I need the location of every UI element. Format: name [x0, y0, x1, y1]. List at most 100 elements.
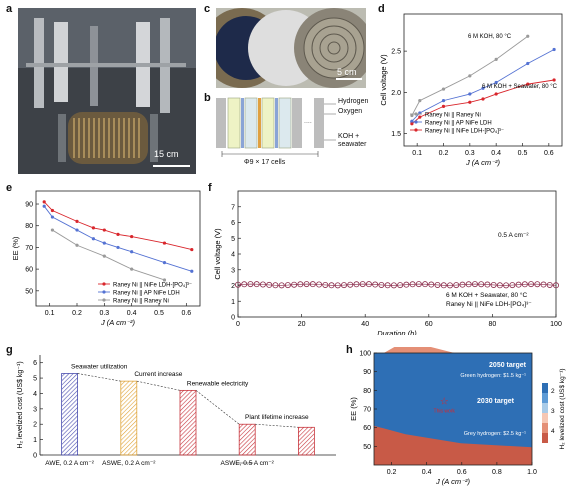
x-tick-label: 0.3: [99, 310, 109, 317]
x-tick-label: 0.4: [422, 469, 432, 476]
y-tick-label: 1: [231, 299, 235, 306]
panel-h-letter: h: [346, 344, 353, 356]
data-point: [526, 82, 530, 86]
data-point: [515, 281, 522, 288]
y-tick-label: 7: [231, 204, 235, 211]
data-point: [468, 100, 472, 104]
data-point: [552, 47, 556, 52]
legend-marker: [414, 128, 418, 132]
stack-schematic: [216, 97, 336, 157]
data-point: [162, 278, 167, 282]
data-point: [428, 281, 435, 288]
x-tick-label: 0.6: [544, 150, 554, 157]
data-point: [116, 245, 120, 250]
cost-bar: [297, 426, 315, 456]
y-tick-label: 4: [231, 252, 235, 259]
data-point: [241, 281, 248, 288]
x-axis-label: J (A cm⁻²): [465, 158, 501, 167]
trend-arrow: [195, 390, 240, 425]
electrolyzer-stack-photo: 15 cm: [18, 8, 196, 174]
colorbar-tick-label: 4: [551, 428, 555, 435]
data-point: [259, 281, 266, 288]
data-point: [478, 281, 485, 288]
colorbar-segment: [542, 413, 548, 423]
scale-label-c: 5 cm: [337, 67, 357, 77]
scale-label-a: 15 cm: [154, 149, 179, 159]
legend-label: Raney Ni || Raney Ni: [425, 112, 481, 118]
data-point: [415, 281, 422, 288]
data-point: [372, 281, 379, 288]
y-tick-label: 0: [231, 315, 235, 322]
data-point: [365, 281, 372, 288]
data-point: [434, 281, 441, 288]
x-tick-label: 0.6: [181, 310, 191, 317]
data-point: [490, 281, 497, 288]
y-tick-label: 2: [231, 283, 235, 290]
data-point: [494, 80, 498, 85]
data-point: [397, 282, 404, 289]
data-point: [75, 219, 79, 223]
y-tick-label: 80: [25, 223, 33, 230]
data-point: [509, 282, 516, 289]
y-tick-label: 2.0: [391, 90, 401, 97]
data-point: [441, 104, 446, 108]
data-point: [102, 254, 106, 258]
data-point: [116, 232, 120, 236]
data-point: [190, 269, 194, 273]
data-point: [190, 247, 194, 252]
data-point: [441, 99, 446, 103]
x-tick-label: 0: [236, 321, 240, 328]
data-point: [334, 282, 341, 289]
y-axis-label: EE (%): [11, 236, 20, 260]
data-point: [42, 204, 46, 208]
legend-marker: [414, 112, 418, 116]
plot-frame: [403, 13, 563, 147]
data-point: [50, 215, 55, 219]
electrode-plates-photo: 5 cm: [216, 8, 366, 88]
legend-label: Raney Ni || NiFe LDH-[PO₄]³⁻: [113, 282, 192, 288]
data-point: [422, 281, 429, 288]
chart-f-durability: 0 20 40 60 80 100 0 1 2 3 4 5 6 7 Duration (h) Cell vol…: [213, 190, 562, 335]
data-point: [465, 281, 472, 288]
x-tick-label: 0.2: [439, 150, 449, 157]
label-hydrogen: Hydrogen: [338, 98, 369, 105]
x-tick-label: 0.5: [154, 310, 164, 317]
data-point: [453, 282, 460, 289]
data-point: [91, 226, 95, 230]
x-tick-label: 0.1: [412, 150, 422, 157]
data-point: [410, 113, 414, 118]
x-axis-label: J (A cm⁻²): [435, 477, 471, 486]
data-point: [546, 281, 553, 288]
data-point: [253, 281, 260, 288]
data-point: [359, 281, 366, 288]
y-axis-label: Cell voltage (V): [213, 228, 222, 280]
cost-bar: [120, 380, 138, 456]
data-point: [353, 281, 360, 288]
data-point: [403, 281, 410, 288]
data-point: [418, 115, 422, 119]
x-tick-label: 20: [298, 321, 306, 328]
data-point: [340, 282, 347, 289]
data-point: [526, 34, 530, 38]
x-tick-label: 0.2: [72, 310, 82, 317]
series-line: [237, 283, 557, 286]
stack-photo-illustration: [18, 8, 196, 174]
chart-e-energy-efficiency: 0.1 0.2 0.3 0.4 0.5 0.6 50 60 70 80 90 J (A cm⁻²) EE…: [11, 190, 201, 327]
data-point: [409, 281, 416, 288]
data-point: [494, 92, 498, 96]
x-category-label: ASWE, 0.2 A cm⁻²: [102, 460, 156, 467]
x-tick-label: 0.5: [518, 150, 528, 157]
data-point: [552, 78, 556, 82]
colorbar-segment: [542, 403, 548, 413]
data-point: [91, 237, 95, 241]
panel-f-letter: f: [208, 182, 212, 194]
data-point: [42, 200, 46, 204]
legend-marker: [102, 298, 106, 302]
label-feed: KOH +: [338, 133, 360, 140]
y-tick-label: 50: [363, 444, 371, 451]
colorbar-segment: [542, 383, 548, 393]
legend-marker: [102, 282, 106, 286]
x-tick-label: 80: [489, 321, 497, 328]
y-tick-label: 80: [363, 388, 371, 395]
y-tick-label: 3: [231, 267, 235, 274]
